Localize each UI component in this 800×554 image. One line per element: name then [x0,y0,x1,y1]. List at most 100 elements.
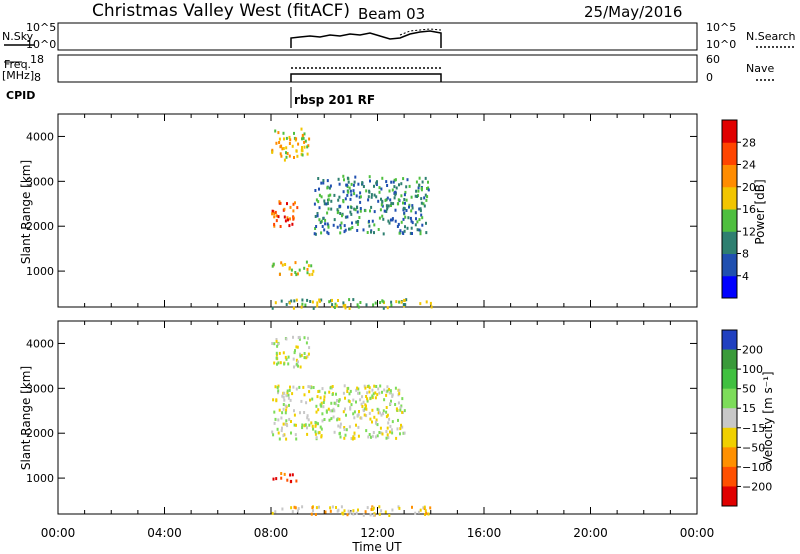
echo-cell [288,403,290,407]
echo-cell [297,364,299,368]
echo-cell [427,180,429,184]
echo-cell [293,505,296,509]
echo-cell [296,154,299,158]
echo-cell [377,408,380,412]
echo-cell [411,221,414,225]
echo-cell [355,388,358,392]
echo-cell [395,186,398,190]
echo-cell [389,424,392,428]
echo-cell [329,506,332,510]
echo-cell [276,362,278,366]
echo-cell [402,431,405,435]
echo-cell [393,185,396,189]
colorbar-tick-label: 24 [742,159,756,172]
nave-tick-bottom: 0 [706,71,713,84]
nsky-left-tick-top: 10^5 [26,21,56,34]
echo-cell [407,216,410,220]
colorbar-tick-label: −15 [742,422,765,435]
echo-cell [315,404,318,408]
echo-cell [320,195,323,199]
echo-cell [378,505,381,509]
echo-cell [308,423,311,427]
echo-cell [302,136,305,140]
echo-cell [297,507,300,511]
echo-cell [323,202,326,206]
echo-cell [408,205,410,209]
colorbar-swatch [722,466,737,487]
colorbar-swatch [722,427,737,448]
echo-cell [285,151,287,155]
echo-cell [292,202,295,206]
echo-cell [372,513,375,517]
echo-cell [298,337,301,341]
ytick-label: 2000 [26,220,54,233]
echo-cell [307,352,310,356]
echo-cell [331,298,333,302]
echo-cell [290,299,293,303]
echo-cell [278,141,281,144]
echo-cell [319,403,322,407]
echo-cell [320,231,323,235]
echo-cell [370,435,372,439]
echo-cell [391,508,394,512]
echo-cell [293,413,296,417]
echo-cell [319,221,322,224]
echo-cell [406,226,409,230]
cpid-label: CPID [6,89,35,102]
echo-cell [350,206,353,210]
echo-cell [373,512,376,516]
echo-cell [286,152,289,155]
echo-cell [326,222,329,226]
echo-cell [279,361,282,365]
echo-cell [386,389,389,393]
echo-cell [359,200,362,204]
echo-cell [348,307,351,310]
echo-cell [391,420,394,424]
echo-cell [378,186,381,190]
echo-cell [306,416,309,420]
echo-cell [288,135,291,139]
echo-cell [425,300,428,304]
echo-cell [350,437,353,440]
echo-cell [355,400,357,404]
echo-cell [386,426,389,430]
echo-cell [293,365,295,369]
echo-cell [293,409,295,413]
echo-cell [424,513,427,516]
echo-cell [292,357,295,361]
echo-cell [379,426,382,430]
echo-cell [271,264,274,268]
echo-cell [363,384,366,388]
echo-cell [411,232,413,235]
echo-cell [274,129,277,133]
echo-cell [273,215,276,219]
echo-cell [377,228,380,231]
echo-cell [309,300,312,303]
echo-cell [397,401,400,405]
echo-cell [365,189,368,193]
echo-cell [274,385,277,389]
echo-cell [285,419,288,423]
echo-cell [286,424,289,428]
echo-cell [375,195,378,199]
echo-cell [292,335,294,339]
echo-cell [328,186,331,190]
colorbar-swatch [722,253,737,277]
echo-cell [337,404,340,408]
echo-cell [371,219,374,223]
echo-cell [284,411,287,415]
echo-cell [343,224,346,228]
echo-cell [347,180,350,184]
echo-cell [371,408,374,412]
ytick-label: 1000 [26,265,54,278]
echo-cell [356,222,359,226]
echo-cell [400,182,403,186]
echo-cell [326,211,329,215]
echo-cell [383,209,386,213]
echo-cell [353,410,356,414]
echo-cell [337,424,340,428]
echo-cell [352,183,355,187]
echo-cell [311,506,314,510]
echo-cell [392,180,395,184]
echo-cell [424,176,427,180]
